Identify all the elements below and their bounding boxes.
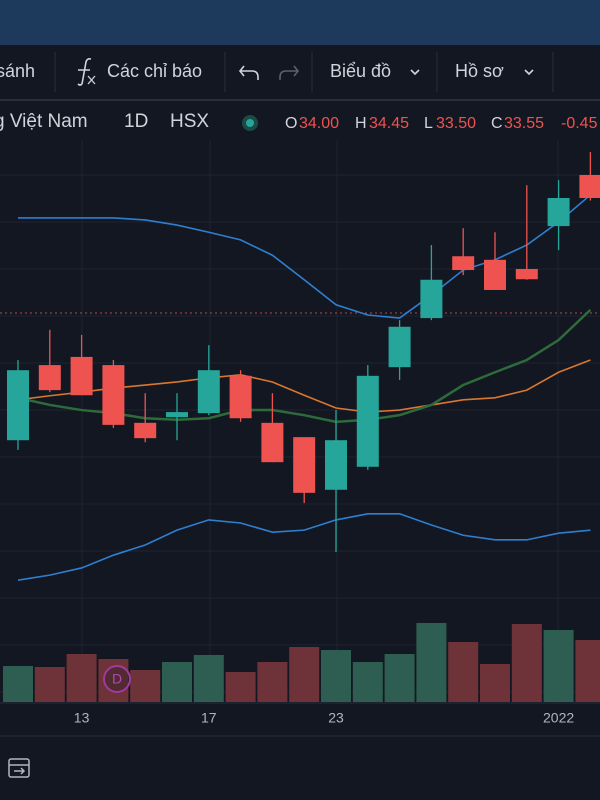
volume-bar: [193, 655, 224, 702]
candle-body: [261, 422, 284, 463]
candle-body: [452, 256, 475, 271]
plot: [0, 152, 600, 702]
chart-menu[interactable]: Biểu đồ: [330, 61, 391, 81]
interval: 1D: [124, 111, 148, 132]
dividend-marker[interactable]: D: [103, 665, 131, 693]
low-label: L: [424, 115, 433, 132]
volume-bar: [162, 662, 192, 702]
volume-bar: [480, 664, 510, 702]
redo-button[interactable]: [279, 65, 300, 80]
change-value: -0.45: [561, 115, 598, 132]
status-dot: [246, 119, 254, 127]
indicator-line: [17, 512, 591, 582]
candle-body: [293, 437, 316, 493]
close-value: 33.55: [504, 115, 544, 132]
chevron: [524, 69, 534, 76]
dividend-label: D: [112, 671, 122, 687]
chevron: [410, 69, 420, 76]
candle-body: [7, 370, 29, 441]
indicators-button[interactable]: Các chỉ báo: [107, 61, 202, 81]
open-label: O: [285, 115, 297, 132]
candle-body: [547, 197, 570, 227]
x-tick-label: 23: [328, 710, 344, 726]
x-tick-label: 17: [201, 710, 217, 726]
volume-bar: [384, 654, 415, 702]
candle-body: [388, 326, 411, 368]
candle-body: [102, 365, 125, 425]
volume-bar: [257, 662, 288, 702]
high-value: 34.45: [369, 115, 409, 132]
volume-bar: [511, 624, 542, 702]
bottom-tool-icon[interactable]: [8, 758, 30, 778]
toolbar: [0, 45, 600, 100]
volume-bar: [448, 642, 479, 702]
volume-bar: [3, 666, 33, 702]
volume-bar: [289, 647, 320, 702]
volume-bar: [543, 630, 574, 702]
profile-menu[interactable]: Hồ sơ: [455, 61, 504, 81]
volume-bar: [225, 672, 256, 702]
candle-body: [325, 440, 347, 490]
candle-body: [38, 365, 61, 391]
undo-button[interactable]: [238, 65, 259, 80]
volume-bar: [66, 654, 97, 702]
symbol-name: g Việt Nam: [0, 111, 88, 132]
candle-body: [579, 175, 600, 198]
volume-bar: [34, 667, 65, 702]
volume-bar: [575, 640, 600, 702]
grid: [0, 140, 600, 703]
candle-body: [356, 375, 379, 467]
candle-body: [197, 370, 220, 414]
compare-button[interactable]: sánh: [0, 61, 35, 81]
fx-icon: [77, 58, 96, 86]
volume-bar: [321, 650, 351, 702]
exchange: HSX: [170, 111, 209, 132]
candle-body: [420, 279, 443, 319]
candle-body: [166, 412, 188, 418]
candle-body: [229, 375, 252, 419]
volume-bar: [352, 662, 383, 702]
volume-bar: [130, 670, 161, 702]
x-tick-label: 13: [74, 710, 90, 726]
low-value: 33.50: [436, 115, 476, 132]
high-label: H: [355, 115, 367, 132]
candle-body: [484, 259, 506, 290]
close-label: C: [491, 115, 503, 132]
candle-body: [134, 422, 157, 439]
open-value: 34.00: [299, 115, 339, 132]
indicator-line: [18, 194, 591, 319]
top-strip: [0, 0, 600, 45]
candle-body: [515, 269, 538, 280]
candle-body: [70, 356, 93, 396]
volume-bar: [416, 623, 447, 702]
dividend-circle: [103, 665, 131, 693]
x-tick-label: 2022: [543, 710, 574, 726]
